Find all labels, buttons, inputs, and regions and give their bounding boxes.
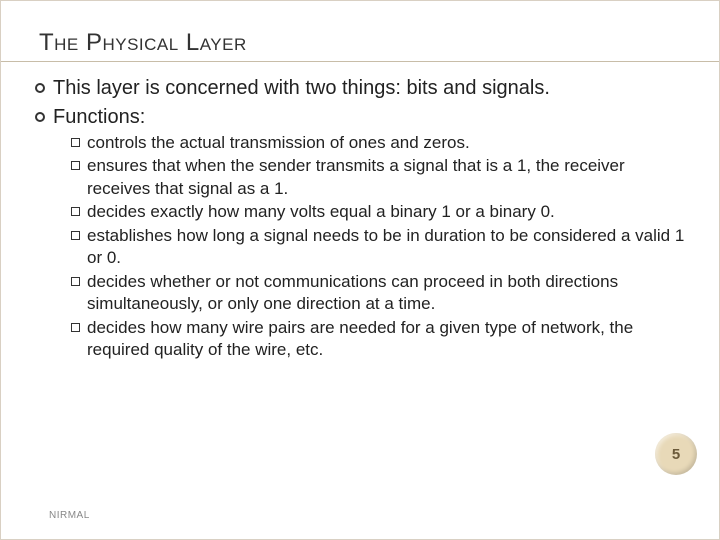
circle-bullet-icon — [35, 83, 45, 93]
slide: The Physical Layer This layer is concern… — [0, 0, 720, 540]
square-bullet-icon — [71, 277, 80, 286]
square-bullet-icon — [71, 323, 80, 332]
bullet-text: This layer is concerned with two things:… — [53, 76, 550, 101]
bullet-lvl2: decides how many wire pairs are needed f… — [71, 317, 691, 362]
bullet-lvl2: controls the actual transmission of ones… — [71, 132, 691, 154]
bullet-lvl2: establishes how long a signal needs to b… — [71, 225, 691, 270]
title-rule: The Physical Layer — [1, 1, 719, 62]
bullet-lvl1: Functions: controls the actual transmiss… — [35, 105, 691, 361]
bullet-lvl2: decides whether or not communications ca… — [71, 271, 691, 316]
sub-bullet-text: decides exactly how many volts equal a b… — [87, 201, 555, 223]
sub-bullet-text: controls the actual transmission of ones… — [87, 132, 470, 154]
sub-bullet-list: controls the actual transmission of ones… — [35, 130, 691, 361]
sub-bullet-text: decides how many wire pairs are needed f… — [87, 317, 691, 362]
page-number: 5 — [672, 446, 680, 463]
square-bullet-icon — [71, 207, 80, 216]
sub-bullet-text: establishes how long a signal needs to b… — [87, 225, 691, 270]
circle-bullet-icon — [35, 112, 45, 122]
slide-body: This layer is concerned with two things:… — [1, 62, 719, 361]
bullet-row: This layer is concerned with two things:… — [35, 76, 691, 101]
footer-author: NIRMAL — [49, 510, 90, 521]
bullet-lvl2: decides exactly how many volts equal a b… — [71, 201, 691, 223]
bullet-text: Functions: — [53, 105, 145, 130]
page-number-badge: 5 — [655, 433, 697, 475]
bullet-row: Functions: — [35, 105, 691, 130]
bullet-lvl2: ensures that when the sender transmits a… — [71, 155, 691, 200]
sub-bullet-text: ensures that when the sender transmits a… — [87, 155, 691, 200]
square-bullet-icon — [71, 138, 80, 147]
sub-bullet-text: decides whether or not communications ca… — [87, 271, 691, 316]
square-bullet-icon — [71, 161, 80, 170]
slide-title: The Physical Layer — [39, 29, 719, 57]
bullet-lvl1: This layer is concerned with two things:… — [35, 76, 691, 101]
square-bullet-icon — [71, 231, 80, 240]
